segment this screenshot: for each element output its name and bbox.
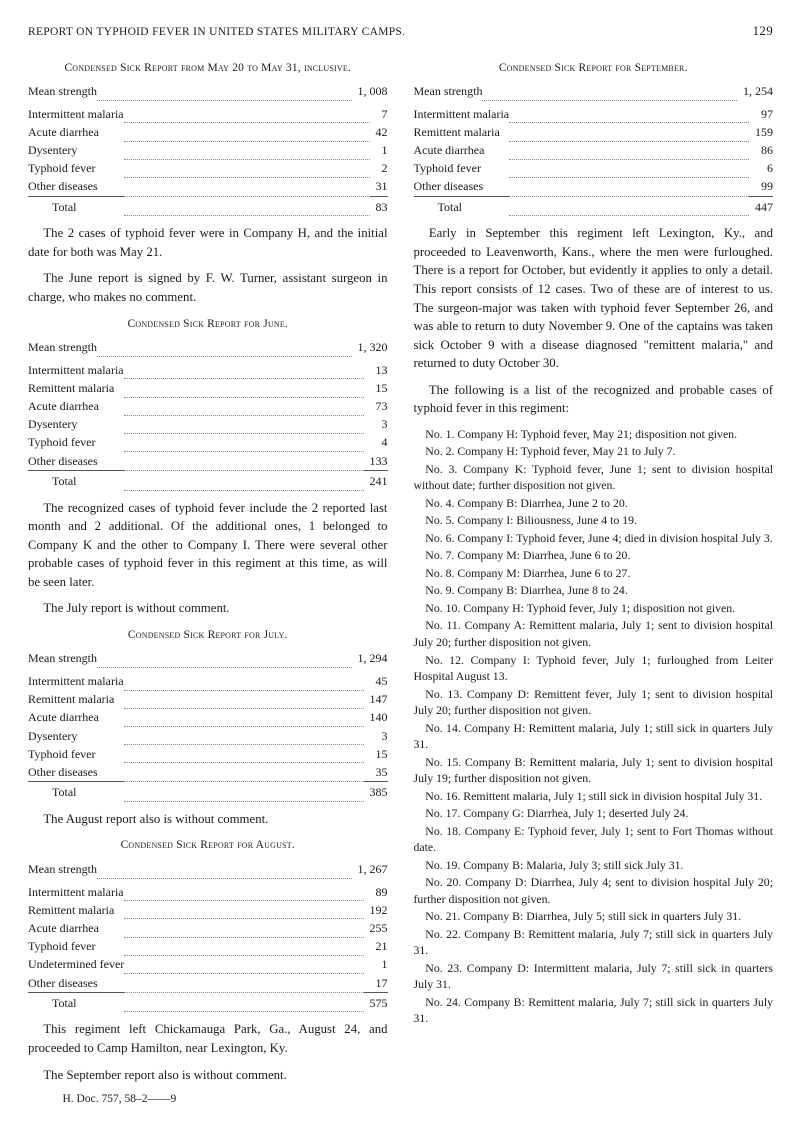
case-item: No. 16. Remittent malaria, July 1; still… (414, 788, 774, 805)
left-column: Condensed Sick Report from May 20 to May… (28, 51, 388, 1108)
june-mean: Mean strength1, 320 (28, 338, 388, 357)
mean-value: 1, 008 (352, 82, 388, 100)
july-mean: Mean strength1, 294 (28, 649, 388, 668)
sept-table: Intermittent malaria97 Remittent malaria… (414, 105, 774, 217)
content-columns: Condensed Sick Report from May 20 to May… (28, 51, 773, 1108)
case-item: No. 18. Company E: Typhoid fever, July 1… (414, 823, 774, 856)
may-mean: Mean strength 1, 008 (28, 82, 388, 101)
case-item: No. 6. Company I: Typhoid fever, June 4;… (414, 530, 774, 547)
case-item: No. 19. Company B: Malaria, July 3; stil… (414, 857, 774, 874)
case-item: No. 24. Company B: Remittent malaria, Ju… (414, 994, 774, 1027)
total-row: Total241 (28, 470, 388, 490)
may-paragraph-1: The 2 cases of typhoid fever were in Com… (28, 224, 388, 261)
july-heading: Condensed Sick Report for July. (28, 628, 388, 644)
header-title: REPORT ON TYPHOID FEVER IN UNITED STATES… (28, 25, 405, 41)
case-item: No. 8. Company M: Diarrhea, June 6 to 27… (414, 565, 774, 582)
case-item: No. 20. Company D: Diarrhea, July 4; sen… (414, 874, 774, 907)
july-paragraph-1: The August report also is without commen… (28, 810, 388, 829)
case-item: No. 22. Company B: Remittent malaria, Ju… (414, 926, 774, 959)
case-list: No. 1. Company H: Typhoid fever, May 21;… (414, 426, 774, 1027)
case-item: No. 14. Company H: Remittent malaria, Ju… (414, 720, 774, 753)
case-item: No. 21. Company B: Diarrhea, July 5; sti… (414, 908, 774, 925)
july-table: Intermittent malaria45 Remittent malaria… (28, 672, 388, 802)
mean-label: Mean strength (28, 82, 97, 100)
aug-paragraph-1: This regiment left Chickamauga Park, Ga.… (28, 1020, 388, 1057)
august-table: Intermittent malaria89 Remittent malaria… (28, 883, 388, 1013)
case-item: No. 5. Company I: Biliousness, June 4 to… (414, 512, 774, 529)
june-heading: Condensed Sick Report for June. (28, 317, 388, 333)
case-item: No. 10. Company H: Typhoid fever, July 1… (414, 600, 774, 617)
right-column: Condensed Sick Report for September. Mea… (414, 51, 774, 1108)
total-row: Total447 (414, 196, 774, 216)
august-mean: Mean strength1, 267 (28, 860, 388, 879)
sept-heading: Condensed Sick Report for September. (414, 61, 774, 77)
case-item: No. 3. Company K: Typhoid fever, June 1;… (414, 461, 774, 494)
doc-footer: H. Doc. 757, 58–2——9 (28, 1092, 388, 1108)
aug-paragraph-2: The September report also is without com… (28, 1066, 388, 1085)
august-heading: Condensed Sick Report for August. (28, 838, 388, 854)
total-row: Total575 (28, 992, 388, 1012)
case-item: No. 9. Company B: Diarrhea, June 8 to 24… (414, 582, 774, 599)
page-header: REPORT ON TYPHOID FEVER IN UNITED STATES… (28, 22, 773, 41)
case-item: No. 15. Company B: Remittent malaria, Ju… (414, 754, 774, 787)
case-item: No. 7. Company M: Diarrhea, June 6 to 20… (414, 547, 774, 564)
case-item: No. 12. Company I: Typhoid fever, July 1… (414, 652, 774, 685)
page-number: 129 (753, 22, 773, 40)
june-paragraph-1: The recognized cases of typhoid fever in… (28, 499, 388, 592)
june-table: Intermittent malaria13 Remittent malaria… (28, 361, 388, 491)
case-item: No. 17. Company G: Diarrhea, July 1; des… (414, 805, 774, 822)
case-item: No. 1. Company H: Typhoid fever, May 21;… (414, 426, 774, 443)
june-paragraph-2: The July report is without comment. (28, 599, 388, 618)
case-item: No. 2. Company H: Typhoid fever, May 21 … (414, 443, 774, 460)
sept-paragraph-2: The following is a list of the recognize… (414, 381, 774, 418)
case-item: No. 13. Company D: Remittent fever, July… (414, 686, 774, 719)
may-paragraph-2: The June report is signed by F. W. Turne… (28, 269, 388, 306)
may-table: Intermittent malaria7 Acute diarrhea42 D… (28, 105, 388, 217)
may-heading: Condensed Sick Report from May 20 to May… (28, 61, 388, 77)
case-item: No. 23. Company D: Intermittent malaria,… (414, 960, 774, 993)
case-item: No. 4. Company B: Diarrhea, June 2 to 20… (414, 495, 774, 512)
sept-paragraph-1: Early in September this regiment left Le… (414, 224, 774, 372)
case-item: No. 11. Company A: Remittent malaria, Ju… (414, 617, 774, 650)
total-row: Total385 (28, 782, 388, 802)
sept-mean: Mean strength1, 254 (414, 82, 774, 101)
total-row: Total83 (28, 196, 388, 216)
